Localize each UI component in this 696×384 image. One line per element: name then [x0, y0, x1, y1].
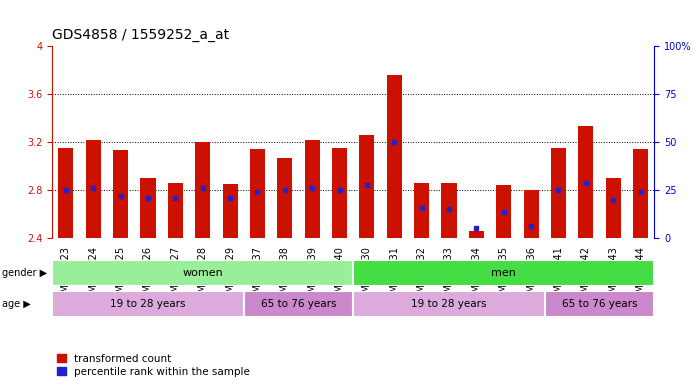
Bar [545, 291, 654, 317]
Bar [353, 291, 545, 317]
Bar [168, 183, 183, 238]
Bar [414, 183, 429, 238]
Bar [496, 185, 512, 238]
Bar [523, 190, 539, 238]
Bar [551, 148, 566, 238]
Text: women: women [182, 268, 223, 278]
Text: 65 to 76 years: 65 to 76 years [562, 299, 638, 309]
Bar [387, 75, 402, 238]
Text: 19 to 28 years: 19 to 28 years [411, 299, 487, 309]
Bar [277, 158, 292, 238]
Bar [469, 231, 484, 238]
Bar [250, 149, 265, 238]
Text: age ▶: age ▶ [2, 299, 31, 309]
Bar [141, 178, 155, 238]
Bar [195, 142, 210, 238]
Text: 65 to 76 years: 65 to 76 years [261, 299, 336, 309]
Bar [578, 126, 594, 238]
Legend: transformed count, percentile rank within the sample: transformed count, percentile rank withi… [57, 354, 250, 377]
Text: 19 to 28 years: 19 to 28 years [110, 299, 186, 309]
Bar [113, 151, 128, 238]
Bar [58, 148, 73, 238]
Text: men: men [491, 268, 516, 278]
Text: GDS4858 / 1559252_a_at: GDS4858 / 1559252_a_at [52, 28, 229, 42]
Bar [223, 184, 237, 238]
Bar [52, 260, 353, 286]
Bar [332, 148, 347, 238]
Bar [359, 135, 374, 238]
Bar [606, 178, 621, 238]
Bar [633, 149, 648, 238]
Text: gender ▶: gender ▶ [2, 268, 47, 278]
Bar [86, 140, 101, 238]
Bar [441, 183, 457, 238]
Bar [244, 291, 353, 317]
Bar [52, 291, 244, 317]
Bar [353, 260, 654, 286]
Bar [305, 140, 319, 238]
